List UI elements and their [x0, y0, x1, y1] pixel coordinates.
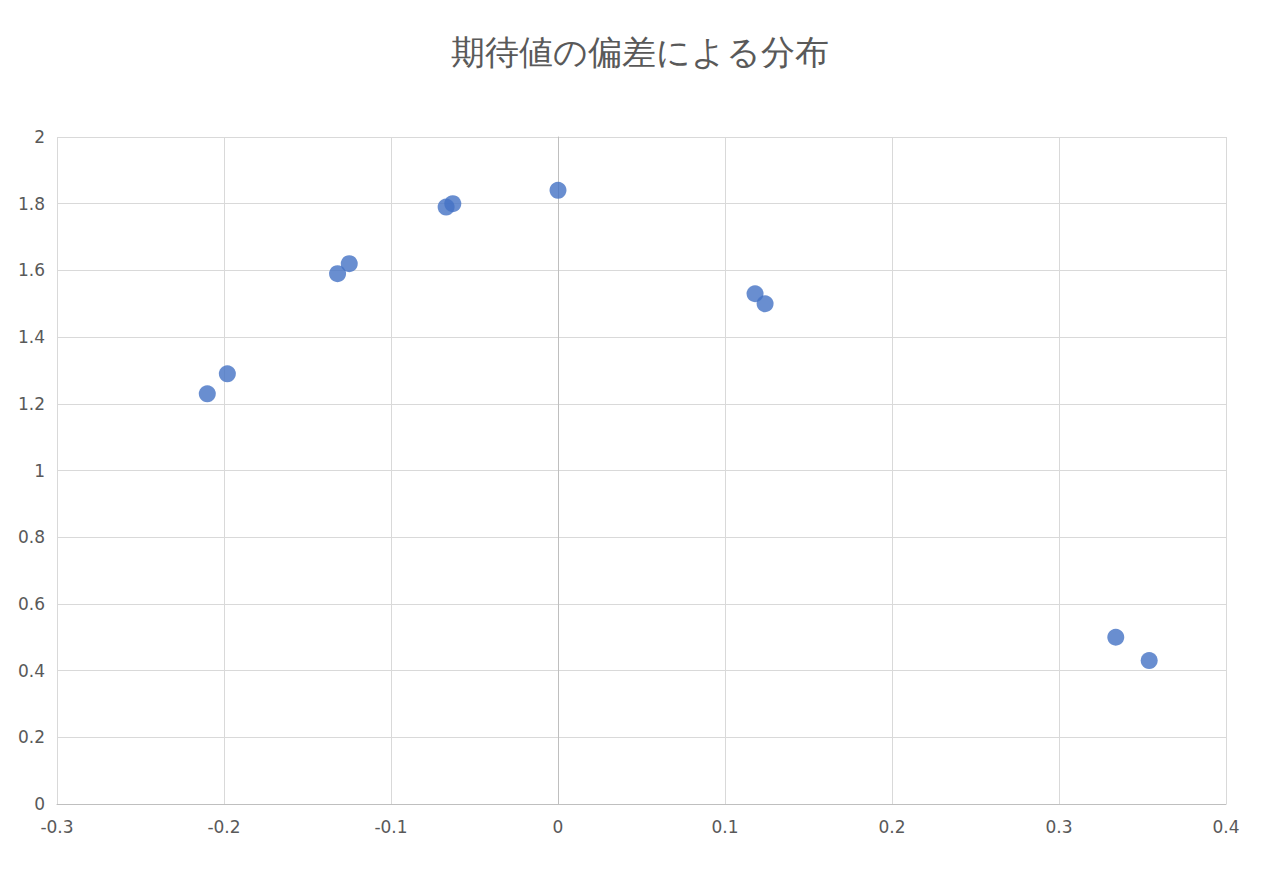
- svg-text:1.2: 1.2: [18, 394, 45, 414]
- svg-text:0.4: 0.4: [18, 661, 45, 681]
- svg-text:期待値の偏差による分布: 期待値の偏差による分布: [451, 32, 829, 72]
- svg-text:1.8: 1.8: [18, 194, 45, 214]
- svg-text:0.6: 0.6: [18, 594, 45, 614]
- svg-text:0.8: 0.8: [18, 527, 45, 547]
- svg-text:-0.1: -0.1: [374, 817, 407, 837]
- svg-text:0.2: 0.2: [878, 817, 905, 837]
- svg-text:0: 0: [34, 794, 45, 814]
- svg-text:1: 1: [34, 461, 45, 481]
- svg-text:0.4: 0.4: [1212, 817, 1239, 837]
- svg-text:2: 2: [34, 127, 45, 147]
- svg-text:0: 0: [553, 817, 564, 837]
- svg-text:0.2: 0.2: [18, 727, 45, 747]
- svg-text:1.6: 1.6: [18, 260, 45, 280]
- svg-text:1.4: 1.4: [18, 327, 45, 347]
- svg-text:-0.2: -0.2: [207, 817, 240, 837]
- svg-text:0.1: 0.1: [711, 817, 738, 837]
- svg-text:-0.3: -0.3: [40, 817, 73, 837]
- svg-text:0.3: 0.3: [1045, 817, 1072, 837]
